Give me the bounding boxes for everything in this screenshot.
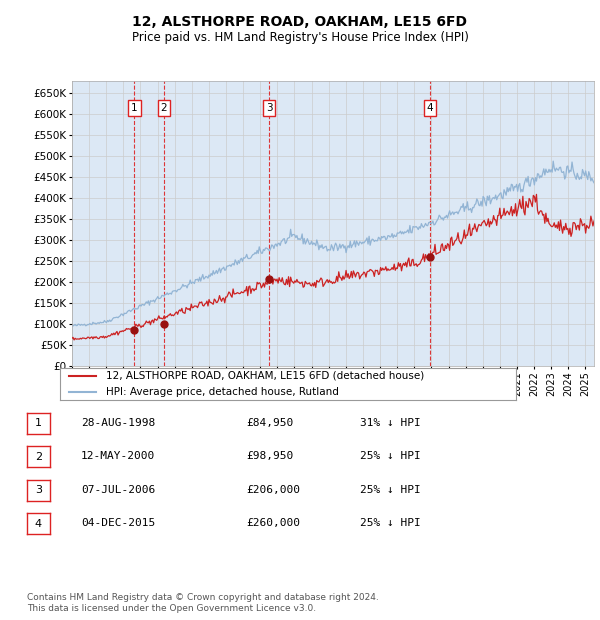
Text: 25% ↓ HPI: 25% ↓ HPI bbox=[360, 451, 421, 461]
Text: £206,000: £206,000 bbox=[246, 485, 300, 495]
Text: £260,000: £260,000 bbox=[246, 518, 300, 528]
Text: 3: 3 bbox=[35, 485, 42, 495]
Text: Price paid vs. HM Land Registry's House Price Index (HPI): Price paid vs. HM Land Registry's House … bbox=[131, 31, 469, 44]
Text: 25% ↓ HPI: 25% ↓ HPI bbox=[360, 518, 421, 528]
Text: 07-JUL-2006: 07-JUL-2006 bbox=[81, 485, 155, 495]
Text: 31% ↓ HPI: 31% ↓ HPI bbox=[360, 418, 421, 428]
Text: £98,950: £98,950 bbox=[246, 451, 293, 461]
Text: 25% ↓ HPI: 25% ↓ HPI bbox=[360, 485, 421, 495]
Text: 28-AUG-1998: 28-AUG-1998 bbox=[81, 418, 155, 428]
Text: 12-MAY-2000: 12-MAY-2000 bbox=[81, 451, 155, 461]
Text: 12, ALSTHORPE ROAD, OAKHAM, LE15 6FD (detached house): 12, ALSTHORPE ROAD, OAKHAM, LE15 6FD (de… bbox=[106, 371, 424, 381]
Text: 2: 2 bbox=[160, 103, 167, 113]
Text: 4: 4 bbox=[35, 519, 42, 529]
Text: 4: 4 bbox=[427, 103, 433, 113]
Text: 1: 1 bbox=[131, 103, 138, 113]
Text: 2: 2 bbox=[35, 452, 42, 462]
Text: HPI: Average price, detached house, Rutland: HPI: Average price, detached house, Rutl… bbox=[106, 387, 338, 397]
Text: 12, ALSTHORPE ROAD, OAKHAM, LE15 6FD: 12, ALSTHORPE ROAD, OAKHAM, LE15 6FD bbox=[133, 16, 467, 30]
Text: 3: 3 bbox=[266, 103, 272, 113]
Text: Contains HM Land Registry data © Crown copyright and database right 2024.
This d: Contains HM Land Registry data © Crown c… bbox=[27, 593, 379, 613]
Text: 1: 1 bbox=[35, 418, 42, 428]
Text: 04-DEC-2015: 04-DEC-2015 bbox=[81, 518, 155, 528]
Text: £84,950: £84,950 bbox=[246, 418, 293, 428]
